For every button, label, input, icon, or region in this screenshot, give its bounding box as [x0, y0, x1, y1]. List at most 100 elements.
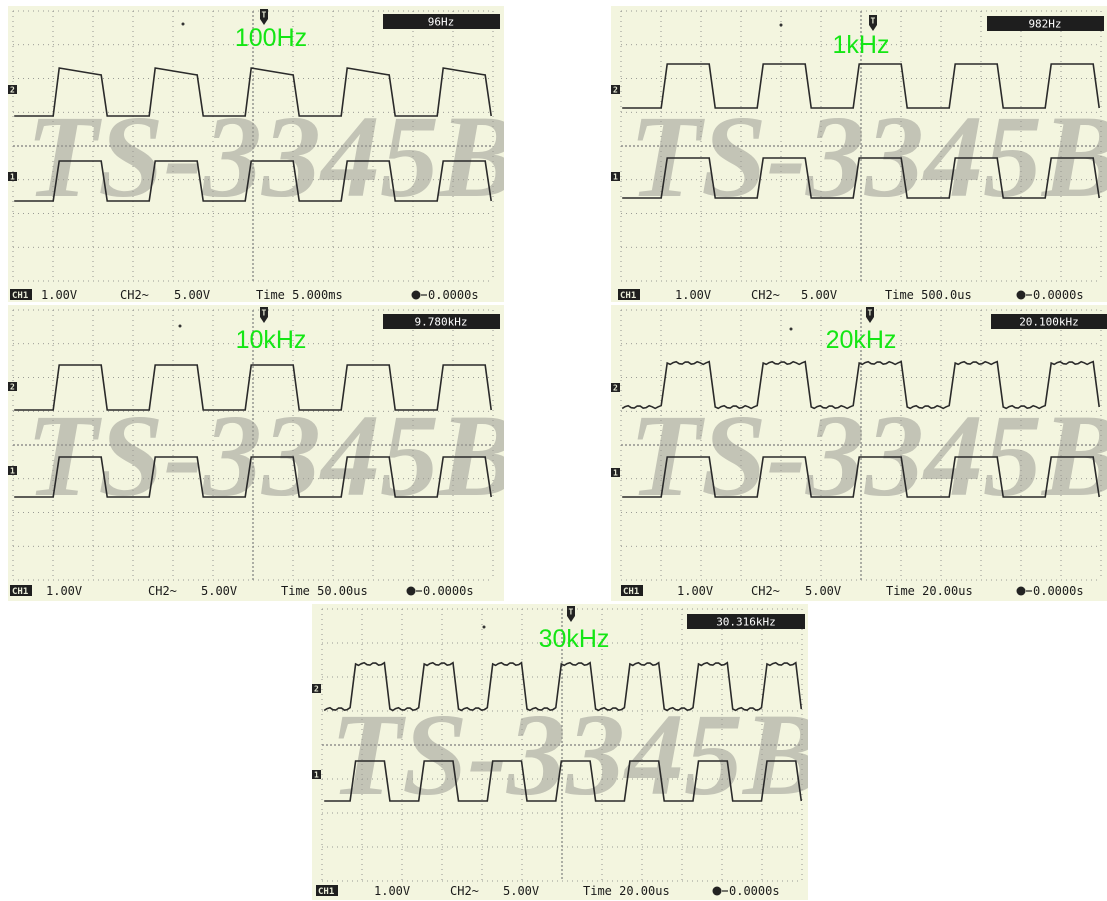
timebase: Time 50.00us [281, 584, 368, 598]
frequency-readout-box [991, 314, 1107, 329]
frequency-readout-box [987, 16, 1104, 31]
svg-text:2: 2 [314, 685, 319, 694]
watermark: TS-3345B [629, 91, 1107, 222]
marker-dot [482, 625, 486, 629]
timebase: Time 20.00us [583, 884, 670, 898]
scope-screen: TS-3345B 2 1 T 982Hz 1kHz CH1 1.00V CH2~… [611, 6, 1107, 302]
screen-grid [321, 608, 803, 882]
svg-text:1: 1 [613, 173, 618, 182]
frequency-readout: 30.316kHz [716, 616, 776, 629]
scope-panel-10khz: TS-3345B 2 1 T 9.780kHz 10kHz CH1 1.00V … [8, 305, 504, 601]
ch2-scale: 5.00V [801, 288, 837, 302]
ch1-badge: CH1 [10, 289, 32, 301]
frequency-readout: 9.780kHz [415, 316, 468, 329]
trigger-offset-icon [1016, 290, 1032, 300]
screen-grid [620, 10, 1102, 282]
status-bar [312, 883, 808, 900]
channel-1-trace [622, 157, 1100, 199]
trigger-position-icon: T [869, 15, 877, 31]
svg-text:1: 1 [314, 771, 319, 780]
channel-2-marker: 2 [8, 382, 17, 392]
ch2-name: CH2~ [148, 584, 177, 598]
trigger-offset: 0.0000s [1033, 584, 1084, 598]
trigger-offset: 0.0000s [423, 584, 474, 598]
channel-2-trace [621, 360, 1100, 410]
channel-1-trace [14, 456, 492, 498]
marker-dot [178, 324, 182, 328]
svg-text:CH1: CH1 [318, 887, 334, 897]
channel-2-marker: 2 [312, 684, 321, 694]
svg-text:CH1: CH1 [620, 291, 636, 301]
svg-text:1: 1 [10, 173, 15, 182]
svg-text:1: 1 [10, 467, 15, 476]
scope-panel-1khz: TS-3345B 2 1 T 982Hz 1kHz CH1 1.00V CH2~… [611, 6, 1107, 302]
trigger-offset: 0.0000s [1033, 288, 1084, 302]
svg-text:T: T [262, 11, 267, 20]
ch1-scale: 1.00V [46, 584, 82, 598]
trigger-offset-icon [406, 586, 422, 596]
svg-text:T: T [569, 608, 574, 617]
ch1-badge: CH1 [621, 585, 643, 597]
channel-1-trace [324, 760, 803, 802]
frequency-readout-box [383, 314, 500, 329]
screen-background [8, 305, 504, 601]
screen-grid [12, 309, 494, 581]
channel-2-trace [323, 661, 803, 712]
status-bar [8, 583, 504, 601]
svg-text:CH1: CH1 [623, 587, 639, 597]
channel-1-marker: 1 [312, 770, 321, 780]
ch2-name: CH2~ [751, 288, 780, 302]
marker-dot [181, 22, 185, 26]
frequency-label: 1kHz [833, 31, 890, 59]
svg-text:2: 2 [613, 86, 618, 95]
channel-1-trace [622, 456, 1100, 498]
marker-dot [779, 23, 783, 27]
ch2-scale: 5.00V [805, 584, 841, 598]
channel-2-trace [14, 67, 492, 117]
channel-1-marker: 1 [611, 172, 620, 182]
channel-2-marker: 2 [611, 383, 620, 393]
svg-text:CH1: CH1 [12, 291, 28, 301]
channel-2-marker: 2 [611, 85, 620, 95]
watermark: TS-3345B [330, 689, 808, 820]
frequency-label: 100Hz [235, 24, 307, 52]
svg-text:T: T [868, 309, 873, 318]
frequency-readout-box [383, 14, 500, 29]
svg-text:T: T [262, 309, 267, 318]
frequency-readout-box [687, 614, 805, 629]
trigger-position-icon: T [567, 606, 575, 622]
status-bar [611, 287, 1107, 302]
ch1-scale: 1.00V [374, 884, 410, 898]
timebase: Time 500.0us [885, 288, 972, 302]
frequency-label: 10kHz [236, 326, 307, 354]
ch1-scale: 1.00V [677, 584, 713, 598]
screen-background [611, 305, 1107, 601]
scope-panel-20khz: TS-3345B 2 1 T 20.100kHz 20kHz CH1 1.00V… [611, 305, 1107, 601]
trigger-position-icon: T [260, 307, 268, 323]
ch1-scale: 1.00V [41, 288, 77, 302]
ch2-name: CH2~ [751, 584, 780, 598]
ch1-badge: CH1 [316, 885, 338, 897]
screen-background [611, 6, 1107, 302]
channel-1-trace [14, 160, 492, 202]
trigger-offset: 0.0000s [729, 884, 780, 898]
frequency-readout: 96Hz [428, 16, 455, 29]
trigger-position-icon: T [866, 307, 874, 323]
ch2-scale: 5.00V [201, 584, 237, 598]
svg-text:2: 2 [10, 383, 15, 392]
scope-panel-100hz: TS-3345B 2 1 T 96Hz 100Hz CH1 1.00V CH2~… [8, 6, 504, 302]
scope-panel-30khz: TS-3345B 2 1 T 30.316kHz 30kHz CH1 1.00V… [312, 604, 808, 900]
channel-2-trace [622, 63, 1100, 109]
screen-background [312, 604, 808, 900]
ch2-scale: 5.00V [503, 884, 539, 898]
svg-text:2: 2 [613, 384, 618, 393]
scope-screen: TS-3345B 2 1 T 30.316kHz 30kHz CH1 1.00V… [312, 604, 808, 900]
trigger-offset-icon [1016, 586, 1032, 596]
status-bar [611, 583, 1107, 601]
screen-grid [12, 10, 494, 282]
frequency-readout: 982Hz [1028, 18, 1061, 31]
watermark: TS-3345B [26, 390, 504, 521]
frequency-label: 20kHz [826, 326, 897, 354]
scope-screen: TS-3345B 2 1 T 20.100kHz 20kHz CH1 1.00V… [611, 305, 1107, 601]
ch1-scale: 1.00V [675, 288, 711, 302]
